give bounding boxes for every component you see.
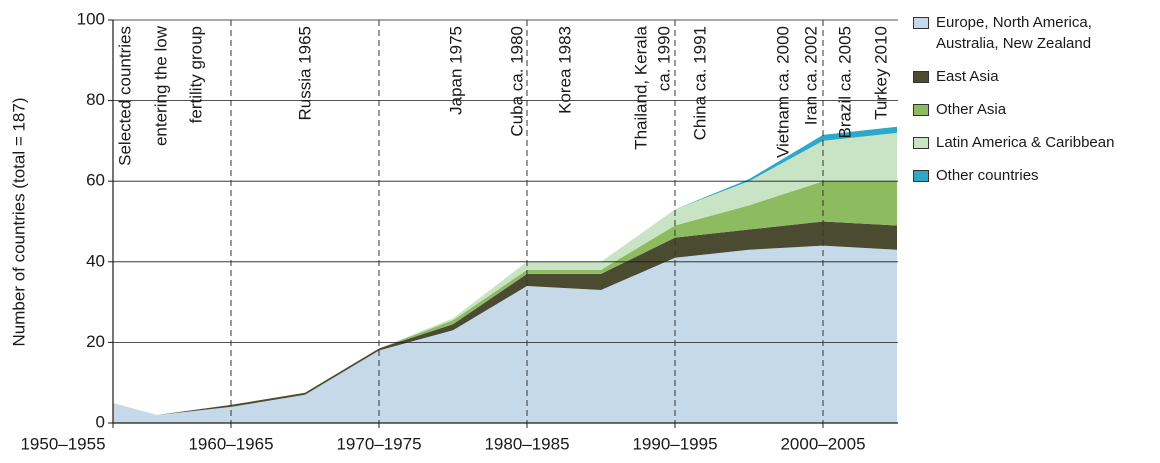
y-tick-label: 100	[77, 9, 105, 28]
y-tick-label: 80	[86, 90, 105, 109]
annotation: fertility group	[186, 26, 205, 123]
legend: Europe, North America, Australia, New Ze…	[913, 12, 1143, 198]
annotation: Thailand, Kerala	[631, 25, 650, 149]
legend-swatch	[913, 104, 929, 116]
legend-item: Other countries	[913, 165, 1143, 186]
legend-label: East Asia	[936, 68, 999, 85]
annotation: Russia 1965	[295, 26, 314, 121]
legend-item: Other Asia	[913, 99, 1143, 120]
annotation: entering the low	[151, 25, 170, 146]
legend-item: East Asia	[913, 66, 1143, 87]
annotation: Iran ca. 2002	[801, 26, 820, 125]
annotation: Japan 1975	[446, 26, 465, 115]
y-axis-label: Number of countries (total = 187)	[9, 98, 28, 347]
area	[113, 221, 897, 415]
area	[113, 245, 897, 423]
plot-area	[113, 126, 897, 423]
annotation: ca. 1990	[654, 26, 673, 91]
y-tick-label: 20	[86, 332, 105, 351]
annotation: Korea 1983	[555, 26, 574, 114]
annotation: Selected countries	[115, 26, 134, 166]
x-tick-label: 1970–1975	[336, 434, 421, 453]
legend-item: Europe, North America, Australia, New Ze…	[913, 12, 1143, 54]
x-tick-label: 1950–1955	[20, 434, 105, 453]
legend-swatch	[913, 170, 929, 182]
legend-item: Latin America & Caribbean	[913, 132, 1143, 153]
y-tick-label: 60	[86, 171, 105, 190]
annotation: Vietnam ca. 2000	[773, 26, 792, 158]
x-tick-label: 2000–2005	[780, 434, 865, 453]
x-tick-label: 1980–1985	[484, 434, 569, 453]
annotation: Brazil ca. 2005	[835, 26, 854, 138]
area	[113, 132, 897, 415]
annotation: Turkey 2010	[871, 26, 890, 120]
legend-swatch	[913, 71, 929, 83]
annotation: Cuba ca. 1980	[507, 26, 526, 137]
legend-swatch	[913, 137, 929, 149]
y-tick-label: 40	[86, 251, 105, 270]
y-tick-label: 0	[96, 412, 105, 431]
x-tick-label: 1960–1965	[188, 434, 273, 453]
legend-label: Other Asia	[936, 101, 1007, 118]
area	[113, 126, 897, 415]
x-tick-label: 1990–1995	[632, 434, 717, 453]
legend-label: Other countries	[936, 167, 1039, 184]
legend-label: Europe, North America, Australia, New Ze…	[936, 14, 1092, 52]
legend-label: Latin America & Caribbean	[936, 134, 1115, 151]
annotation: China ca. 1991	[690, 26, 709, 140]
area	[113, 181, 897, 415]
legend-swatch	[913, 17, 929, 29]
